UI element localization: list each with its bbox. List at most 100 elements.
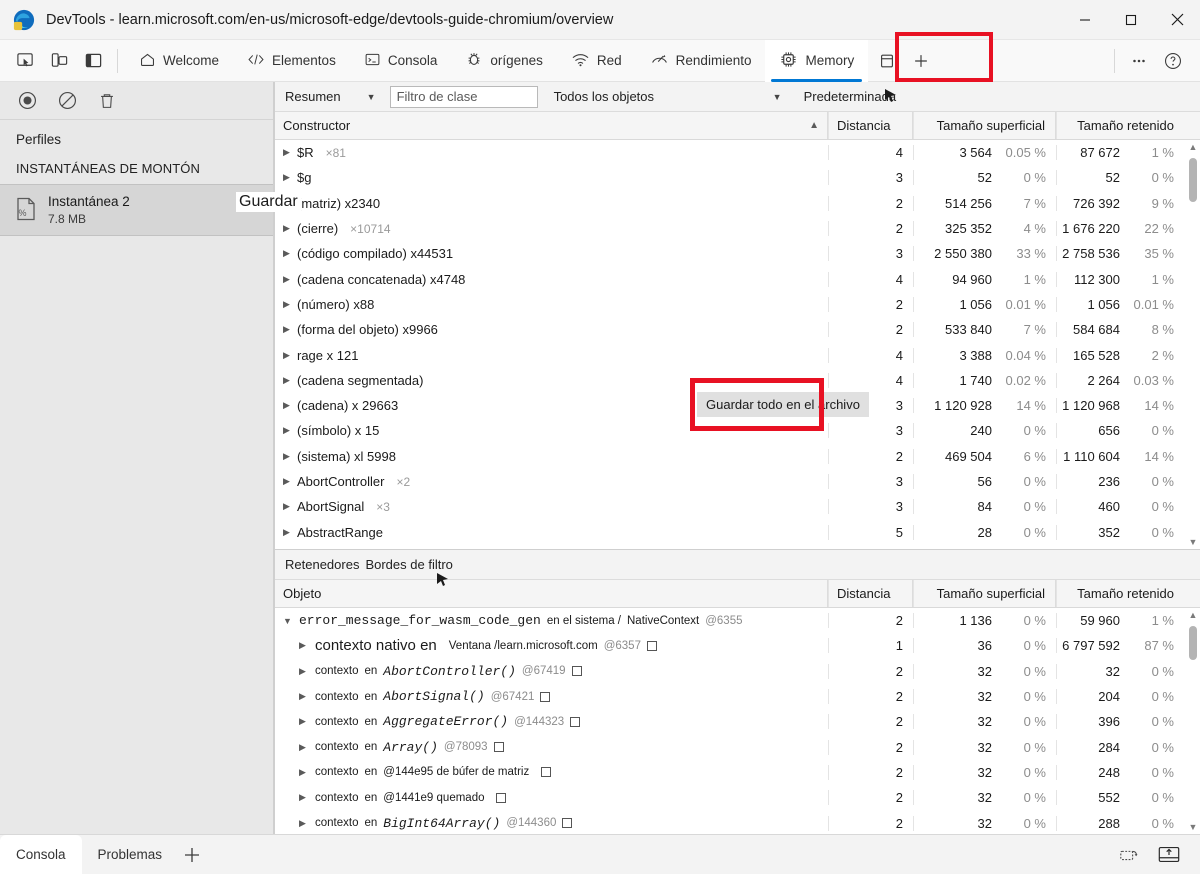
inspect-element-icon[interactable] [8, 45, 42, 77]
tab-origenes[interactable]: orígenes [451, 40, 557, 82]
scroll-up-arrow-icon[interactable]: ▲ [1188, 142, 1198, 152]
expand-triangle-icon[interactable]: ▶ [299, 691, 306, 702]
cell-constructor[interactable]: ▶ (cadena segmentada) [275, 373, 828, 388]
object-checkbox-glyph[interactable] [496, 792, 507, 803]
dock-side-icon[interactable] [76, 45, 110, 77]
tab-elementos[interactable]: Elementos [233, 40, 350, 82]
table-row[interactable]: ▶ (símbolo) x 15 3 240 0 % 656 0 % [275, 418, 1200, 443]
expand-triangle-icon[interactable]: ▶ [283, 324, 290, 335]
tab-consola[interactable]: Consola [350, 40, 452, 82]
table-row[interactable]: ▶ (cadena concatenada) x4748 4 94 960 1 % 112… [275, 266, 1200, 291]
cell-constructor[interactable]: ▶ (forma del objeto) x9966 [275, 322, 828, 337]
table-row[interactable]: ▶ contexto en AbortSignal() @67421 2 32 0 % 20… [275, 684, 1200, 709]
retainers-grid-body[interactable]: ▼ error_message_for_wasm_code_gen en el s… [275, 608, 1200, 834]
column-header-retained-size[interactable]: Tamaño retenido [1056, 112, 1200, 139]
delete-trash-icon[interactable] [90, 86, 124, 116]
cell-object[interactable]: ▶ contexto en AggregateError() @144323 [275, 714, 828, 729]
table-row[interactable]: ▶ contexto en AggregateError() @144323 2 32 0… [275, 709, 1200, 734]
expand-triangle-icon[interactable]: ▶ [283, 526, 290, 537]
expand-triangle-icon[interactable]: ▶ [283, 223, 290, 234]
table-row[interactable]: ▶ contexto en @144e95 de búfer de matriz 2… [275, 760, 1200, 785]
device-emulation-icon[interactable] [42, 45, 76, 77]
cell-constructor[interactable]: ▶ (cierre) ×10714 [275, 221, 828, 236]
expand-triangle-icon[interactable]: ▶ [283, 476, 290, 486]
table-row[interactable]: ▶ (cadena segmentada) 4 1 740 0.02 % 2 264 0.0… [275, 368, 1200, 393]
maximize-button[interactable] [1108, 0, 1154, 40]
column-header-retained-size[interactable]: Tamaño retenido [1056, 580, 1200, 607]
table-row[interactable]: ▶ $g 3 52 0 % 52 0 % [275, 165, 1200, 190]
tab-rendimiento[interactable]: Rendimiento [636, 40, 766, 82]
table-row[interactable]: ▶ rage x 121 4 3 388 0.04 % 165 528 2 % [275, 342, 1200, 367]
column-header-object[interactable]: Objeto [275, 580, 828, 607]
table-row[interactable]: ▶ AbortSignal ×3 3 84 0 % 460 0 % [275, 494, 1200, 519]
cell-constructor[interactable]: ▶ AbortSignal ×3 [275, 499, 828, 514]
cell-object[interactable]: ▶ contexto en BigInt64Array() @144360 [275, 816, 828, 831]
cell-object[interactable]: ▶ contexto en @1441e9 quemado [275, 792, 828, 804]
expand-triangle-icon[interactable]: ▶ [283, 147, 290, 158]
cell-constructor[interactable]: ▶ (cadena concatenada) x4748 [275, 272, 828, 287]
drawer-tab-consola[interactable]: Consola [0, 834, 82, 875]
filter-edges-label[interactable]: Bordes de filtro [365, 557, 453, 572]
table-row[interactable]: ▶ contexto en AbortController() @67419 2 32 0… [275, 659, 1200, 684]
expand-triangle-icon[interactable]: ▶ [283, 349, 290, 360]
expand-triangle-icon[interactable]: ▶ [299, 817, 306, 828]
column-header-distance[interactable]: Distancia [828, 580, 913, 607]
table-row[interactable]: ▶ (forma del objeto) x9966 2 533 840 7 % 584 … [275, 317, 1200, 342]
expand-triangle-icon[interactable]: ▶ [299, 640, 306, 651]
table-row[interactable]: ▶ contexto nativo en Ventana /learn.micros… [275, 633, 1200, 658]
column-header-shallow-size[interactable]: Tamaño superficial [913, 580, 1056, 607]
table-row[interactable]: ▶ (número) x88 2 1 056 0.01 % 1 056 0.01 % [275, 292, 1200, 317]
column-header-shallow-size[interactable]: Tamaño superficial [913, 112, 1056, 139]
tab-red[interactable]: Red [557, 40, 636, 82]
object-checkbox-glyph[interactable] [541, 767, 552, 778]
object-checkbox-glyph[interactable] [540, 691, 551, 702]
clear-stop-icon[interactable] [50, 86, 84, 116]
table-row[interactable]: ▶ contexto en BigInt64Array() @144360 2 32 0 … [275, 810, 1200, 834]
cell-constructor[interactable]: ▶ (número) x88 [275, 297, 828, 312]
cell-object[interactable]: ▶ contexto en AbortSignal() @67421 [275, 689, 828, 704]
table-row[interactable]: ▶ AbstractRange 5 28 0 % 352 0 % [275, 519, 1200, 544]
cell-constructor[interactable]: ▶ rage x 121 [275, 348, 828, 363]
expand-triangle-icon[interactable]: ▶ [299, 792, 306, 803]
close-button[interactable] [1154, 0, 1200, 40]
table-row[interactable]: ▶ (código compilado) x44531 3 2 550 380 33 %… [275, 241, 1200, 266]
cell-constructor[interactable]: ▶ AbortController ×2 [275, 474, 828, 489]
cell-constructor[interactable]: ▶ $R ×81 [275, 145, 828, 160]
expand-triangle-icon[interactable]: ▶ [283, 248, 290, 259]
add-tab-plus-icon[interactable] [904, 45, 938, 77]
scroll-down-arrow-icon[interactable]: ▼ [1188, 822, 1198, 832]
cell-constructor[interactable]: ▶ $g [275, 170, 828, 185]
scroll-up-arrow-icon[interactable]: ▲ [1188, 610, 1198, 620]
cell-object[interactable]: ▼ error_message_for_wasm_code_gen en el s… [275, 613, 828, 628]
expand-triangle-icon[interactable]: ▶ [299, 665, 306, 676]
cell-constructor[interactable]: ▶ (cadena) x 29663 [275, 398, 828, 413]
cell-constructor[interactable]: ▶ (sistema) xl 5998 [275, 449, 828, 464]
table-row[interactable]: ▶ contexto en @1441e9 quemado 2 32 0 % 552 0 % [275, 785, 1200, 810]
cell-object[interactable]: ▶ contexto en Array() @78093 [275, 740, 828, 755]
restore-drawer-icon[interactable] [1112, 839, 1146, 871]
cell-object[interactable]: ▶ contexto en @144e95 de búfer de matriz [275, 766, 828, 778]
cell-constructor[interactable]: ▶ (símbolo) x 15 [275, 423, 828, 438]
scrollbar-thumb[interactable] [1189, 626, 1197, 660]
tab-memory[interactable]: Memory [765, 39, 869, 82]
table-row[interactable]: ▶ (cadena) x 29663 3 1 120 928 14 % 1 120 968… [275, 393, 1200, 418]
object-checkbox-glyph[interactable] [646, 640, 657, 651]
table-row[interactable]: ▶ contexto en Array() @78093 2 32 0 % 284 0 % [275, 734, 1200, 759]
expand-triangle-icon[interactable]: ▶ [283, 273, 290, 284]
object-checkbox-glyph[interactable] [570, 716, 581, 727]
class-filter-input[interactable]: Filtro de clase [389, 85, 538, 108]
dock-drawer-icon[interactable] [1152, 839, 1186, 871]
expand-triangle-icon[interactable]: ▶ [283, 450, 290, 461]
object-checkbox-glyph[interactable] [493, 742, 504, 753]
expand-triangle-icon[interactable]: ▶ [299, 716, 306, 727]
cell-object[interactable]: ▶ contexto nativo en Ventana /learn.micros… [275, 637, 828, 654]
table-row[interactable]: ▶ (cierre) ×10714 2 325 352 4 % 1 676 220 22 % [275, 216, 1200, 241]
record-heap-snapshot-icon[interactable] [10, 86, 44, 116]
constructors-grid-body[interactable]: ▶ $R ×81 4 3 564 0.05 % 87 672 1 % ▶ $g 3 52 0 % 52 0 … [275, 140, 1200, 549]
scrollbar-thumb[interactable] [1189, 158, 1197, 202]
table-row[interactable]: ▶ (sistema) xl 5998 2 469 504 6 % 1 110 604 14… [275, 444, 1200, 469]
expand-triangle-icon[interactable]: ▶ [283, 172, 290, 183]
drawer-tab-problemas[interactable]: Problemas [97, 847, 163, 862]
application-storage-icon[interactable] [870, 45, 904, 77]
